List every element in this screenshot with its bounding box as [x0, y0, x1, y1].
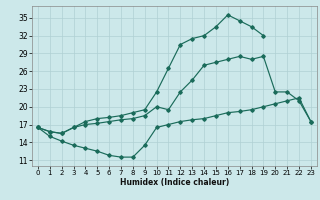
X-axis label: Humidex (Indice chaleur): Humidex (Indice chaleur)	[120, 178, 229, 187]
